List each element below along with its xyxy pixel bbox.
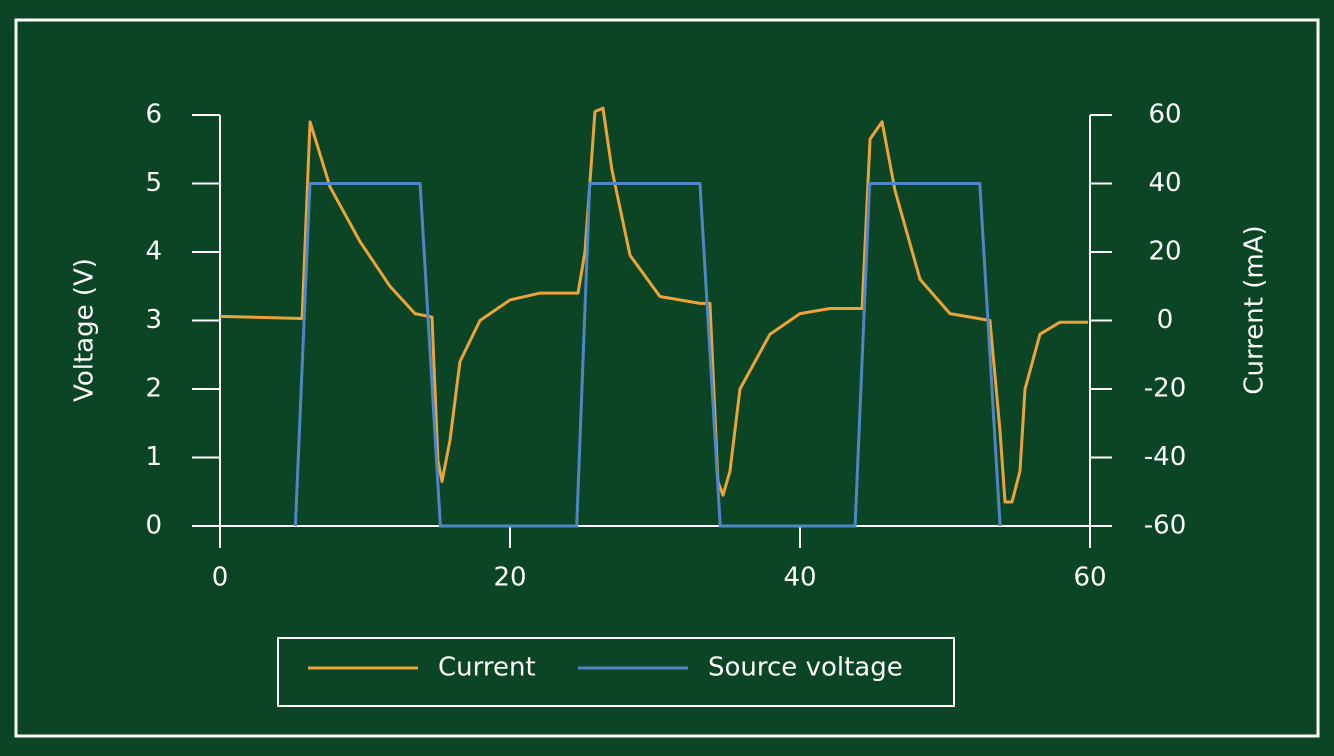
frame [14,18,1320,738]
y-tick-label: 1 [145,442,162,472]
y2-tick-label: 20 [1148,237,1181,267]
x-tick-label: 20 [493,563,526,593]
legend-label: Source voltage [708,653,903,683]
y-tick-label: 0 [145,511,162,541]
legend [277,637,955,707]
x-tick-label: 0 [212,563,229,593]
y2-tick-label: 40 [1148,168,1181,198]
x-tick-label: 40 [783,563,816,593]
series-line [293,182,1002,528]
y-tick-label: 3 [145,305,162,335]
y2-axis-title: Current (mA) [1240,225,1270,394]
y-tick-label: 4 [145,237,162,267]
y2-tick-label: -40 [1144,442,1186,472]
y2-tick-label: 60 [1148,100,1181,130]
y2-tick-label: -60 [1144,511,1186,541]
y-axis-title: Voltage (V) [70,258,100,402]
y-tick-label: 5 [145,168,162,198]
series-line [219,106,1088,504]
legend-label: Current [438,653,536,683]
y2-tick-label: 0 [1157,305,1174,335]
y2-tick-label: -20 [1144,374,1186,404]
y-tick-label: 6 [145,100,162,130]
y-tick-label: 2 [145,374,162,404]
x-tick-label: 60 [1073,563,1106,593]
